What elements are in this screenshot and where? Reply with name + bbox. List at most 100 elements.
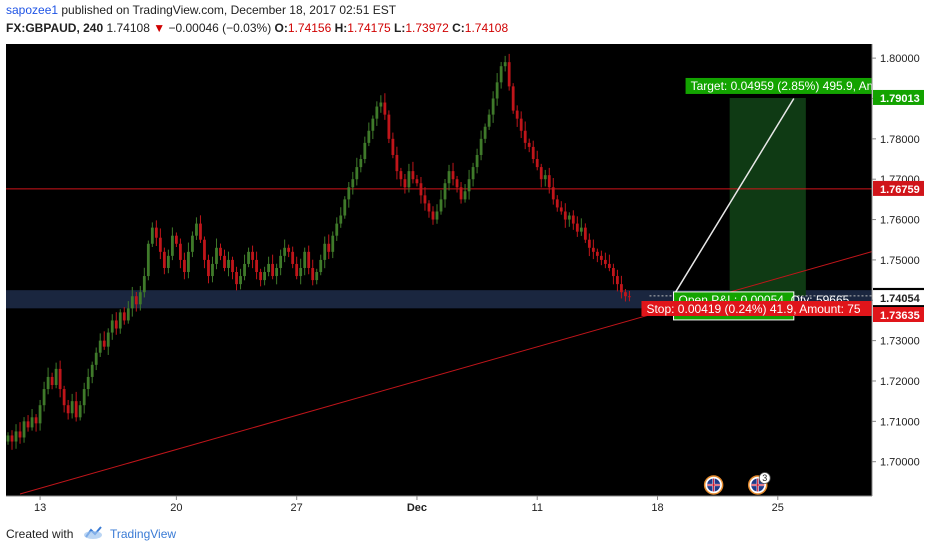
y-tick-label: 1.72000 [880,376,920,388]
candle-body [571,215,575,224]
projection-line [672,98,795,296]
stop-price-tag-bg [873,290,924,306]
candle-body [142,276,146,293]
candle-body [122,312,126,321]
candle-body [10,435,14,442]
candle-body [495,82,499,99]
candle-body [443,183,447,200]
candle-body [531,146,535,160]
candle-body [355,167,359,180]
candle-body [363,142,367,160]
candle-body [419,183,423,196]
x-tick-label: Dec [407,502,427,514]
plot-background [6,44,872,496]
close-label: C: [452,21,465,35]
candle-body [483,126,487,139]
candle-body [299,267,303,277]
price-axis [872,44,924,496]
target-zone [729,97,806,296]
candle-body [106,332,110,347]
candle-body [339,215,343,224]
price-change: −0.00046 (−0.03%) [168,21,272,35]
candle-body [519,118,523,131]
candle-body [179,243,182,260]
stop-price-tag: 1.74054 [880,293,921,305]
candle-body [38,405,42,424]
candle-body [616,276,619,285]
target-label: Target: 0.04959 (2.85%) 495.9, Amount: 3… [691,79,921,93]
x-tick-label: 25 [772,502,784,514]
candle-body [187,251,190,273]
y-tick-label: 1.75000 [880,255,920,267]
candle-body [628,296,631,298]
candle-body [255,259,258,273]
candle-body [607,263,611,268]
symbol-name[interactable]: FX:GBPAUD, 240 [6,21,104,35]
candle-body [78,405,82,418]
candle-body [46,376,50,390]
candle-body [387,114,391,139]
candle-body [231,259,234,273]
candle-body [439,199,443,212]
candle-body [74,401,78,418]
candle-body [383,102,387,115]
open-label: O: [274,21,288,35]
candle-body [427,203,431,212]
candle-body [455,179,459,188]
candle-body [183,259,186,273]
event-count: 3 [762,473,767,483]
target-price-tag: 1.79013 [880,93,920,105]
hline-price-tag: 1.76759 [880,184,920,196]
candle-body [154,227,158,238]
candle-body [415,179,419,184]
price-chart[interactable]: Target: 0.04959 (2.85%) 495.9, Amount: 3… [6,44,924,516]
author-link[interactable]: sapozee1 [6,3,59,17]
candle-body [58,368,62,390]
candle-body [467,179,471,192]
target-label-box [685,77,872,94]
candle-body [235,272,238,285]
candle-body [215,247,218,264]
x-tick-label: 18 [651,502,663,514]
candle-body [547,175,551,188]
candle-body [271,263,275,277]
target-price-tag-bg [873,89,924,105]
candle-body [82,389,86,406]
tradingview-brand-link[interactable]: TradingView [110,527,177,541]
candle-body [399,171,403,180]
candle-body [70,401,74,414]
candle-body [375,106,379,119]
candle-body [603,259,607,264]
high-value: 1.74175 [347,21,391,35]
high-label: H: [334,21,348,35]
candle-body [291,251,295,264]
candle-body [34,417,38,424]
candle-body [459,187,463,200]
candle-body [479,138,483,155]
candle-body [66,405,70,414]
candle-body [247,251,250,264]
candle-body [94,352,98,365]
hline-price-tag-bg [873,180,924,196]
candle-body [335,223,339,236]
chart-area[interactable]: Target: 0.04959 (2.85%) 495.9, Amount: 3… [6,44,924,516]
candle-body [227,259,230,268]
candle-body [303,251,307,268]
candle-body [511,86,515,111]
candle-body [279,255,283,268]
candle-body [211,263,214,277]
stop-label: Stop: 0.00419 (0.24%) 41.9, Amount: 75 [646,302,860,316]
candle-body [22,421,26,438]
candle-body [102,340,106,347]
candle-body [251,251,254,260]
candle-body [90,364,94,377]
chart-header: sapozee1 published on TradingView.com, D… [0,0,932,44]
candle-body [435,211,439,220]
open-value: 1.74156 [287,21,332,35]
candle-body [307,251,311,268]
candle-body [50,376,54,386]
down-arrow-icon: ▼ [153,21,166,35]
candle-body [523,130,527,143]
candle-body [54,368,58,386]
candle-body [591,247,595,252]
